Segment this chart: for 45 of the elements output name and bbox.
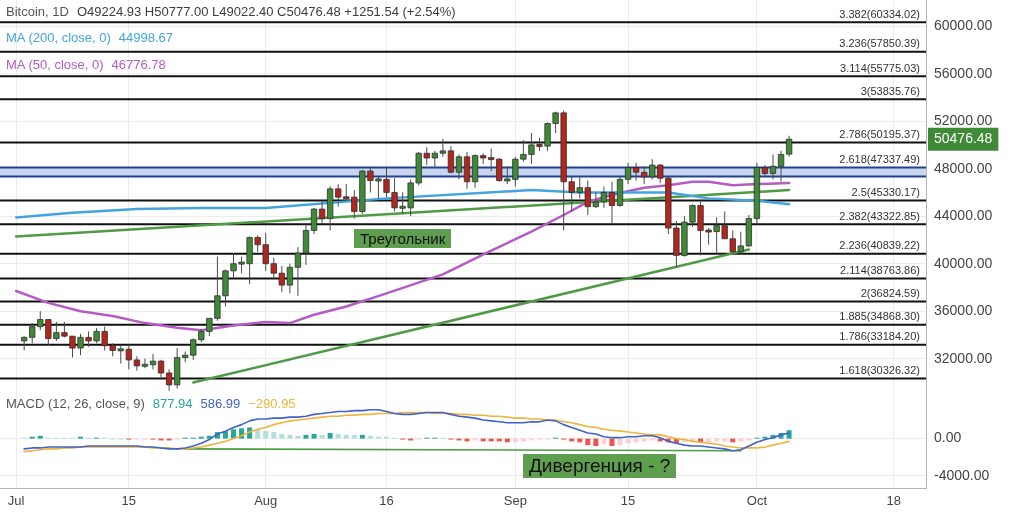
y-tick-label: 44000.00	[934, 207, 993, 224]
ref-line-label: 2.114(38763.86)	[840, 263, 920, 276]
y-tick-label: 48000.00	[934, 159, 993, 176]
text: MA (50, close, 0)	[6, 57, 104, 72]
x-tick-label: Aug	[254, 493, 278, 509]
ref-line-label: 2.618(47337.49)	[839, 153, 920, 166]
annotation: Дивергенция - ?	[523, 454, 677, 478]
x-tick-label: 15	[121, 493, 137, 509]
chart-title: Bitcoin, 1D	[6, 4, 69, 19]
ref-line-label: 2.236(40839.22)	[839, 239, 920, 252]
ref-line-label: 3(53835.76)	[860, 84, 920, 97]
annotation: −290.95	[248, 396, 296, 411]
ref-line-label: 1.885(34868.30)	[839, 310, 920, 323]
chart-subtitle: O49224.93 H50777.00 L49022.40 C50476.48 +1251.54 (+2.54%)	[76, 4, 456, 19]
text: MA (200, close, 0)	[6, 30, 111, 45]
y-tick-label: -4000.00	[934, 466, 990, 483]
y-tick-label: 60000.00	[934, 16, 993, 33]
ref-line-label: 2.382(43322.85)	[839, 209, 920, 222]
x-tick-label: 18	[886, 493, 902, 509]
annotation: Треугольник	[354, 229, 452, 248]
y-tick-label: 50476.48	[934, 130, 993, 147]
ref-line-label: 3.236(57850.39)	[839, 37, 920, 50]
y-tick-label: 56000.00	[934, 64, 993, 81]
ref-line-label: 3.382(60334.02)	[839, 7, 920, 20]
x-tick-label: Sep	[503, 493, 527, 509]
ref-line-label: 1.786(33184.20)	[839, 330, 920, 343]
annotation: 46776.78	[111, 57, 166, 72]
ref-line-label: 2(36824.59)	[860, 286, 920, 299]
y-tick-label: 52000.00	[934, 112, 993, 129]
annotation: 44998.67	[118, 30, 174, 45]
ref-line-label: 2.5(45330.17)	[851, 185, 920, 198]
chart-title: MACD (12, 26, close, 9)	[6, 396, 145, 411]
x-tick-label: Oct	[746, 493, 768, 509]
y-tick-label: 40000.00	[934, 254, 993, 271]
annotation: 877.94	[152, 396, 193, 411]
x-tick-label: 16	[379, 493, 394, 509]
x-tick-label: 15	[620, 493, 636, 509]
ref-line-label: 1.618(30326.32)	[839, 364, 920, 377]
annotation: 586.99	[200, 396, 241, 411]
ref-line-label: 3.114(55775.03)	[840, 61, 920, 74]
y-tick-label: 0.00	[934, 429, 962, 446]
x-tick-label: Jul	[7, 493, 25, 509]
ref-line-label: 2.786(50195.37)	[839, 128, 920, 141]
y-tick-label: 32000.00	[934, 349, 993, 366]
y-tick-label: 36000.00	[934, 302, 993, 319]
